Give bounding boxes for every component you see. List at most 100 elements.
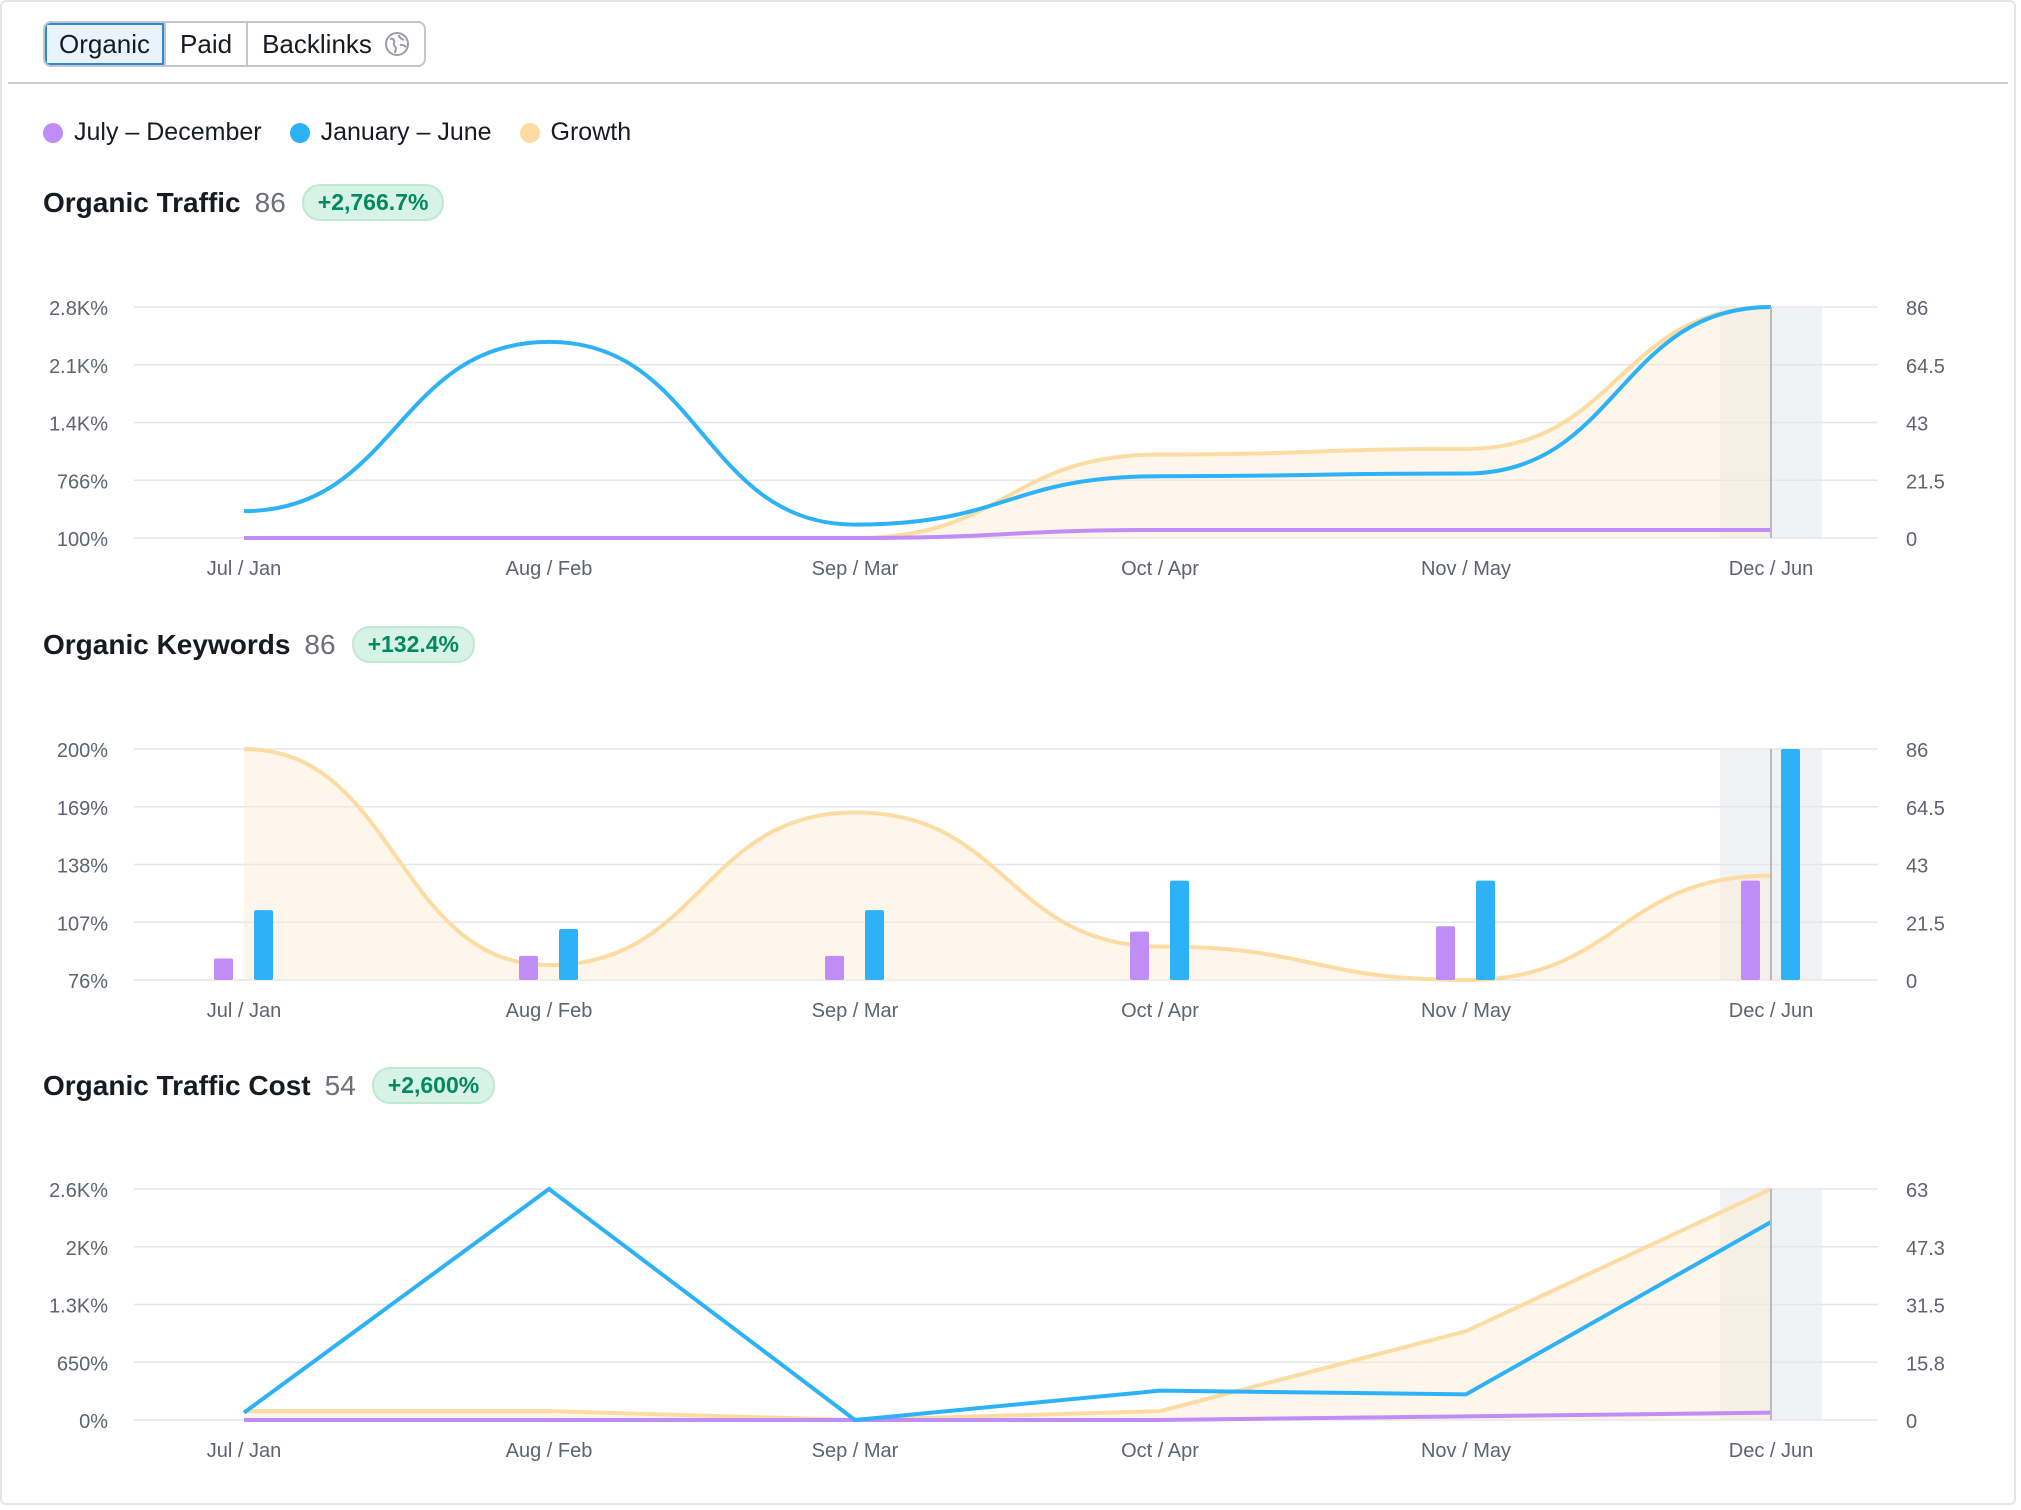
left-tick-label: 2K% xyxy=(66,1238,108,1260)
growth-area xyxy=(244,307,1771,538)
growth-line xyxy=(243,747,1772,983)
section-name: Organic Keywords xyxy=(43,628,291,660)
right-tick-label: 31.5 xyxy=(1906,1296,1945,1318)
left-tick-label: 138% xyxy=(57,856,108,878)
right-tick-label: 21.5 xyxy=(1906,913,1945,935)
x-tick-label: Nov / May xyxy=(1421,1000,1511,1022)
bar-july-december xyxy=(825,955,844,980)
section-name: Organic Traffic xyxy=(43,186,241,218)
tab-organic-label: Organic xyxy=(59,29,151,59)
x-tick-label: Aug / Feb xyxy=(506,558,593,580)
x-tick-label: Oct / Apr xyxy=(1121,558,1199,580)
change-badge: +2,766.7% xyxy=(301,184,445,221)
right-tick-label: 21.5 xyxy=(1906,471,1945,493)
left-tick-label: 107% xyxy=(57,913,108,935)
bar-january-june xyxy=(254,910,273,980)
bar-july-december xyxy=(1130,931,1149,980)
x-tick-label: Aug / Feb xyxy=(506,1000,593,1022)
tab-paid-label: Paid xyxy=(180,29,233,59)
january-june-line xyxy=(243,305,1772,527)
section-value: 86 xyxy=(254,186,286,218)
right-tick-label: 64.5 xyxy=(1906,798,1945,820)
tab-paid[interactable]: Paid xyxy=(166,23,249,65)
legend: July – December January – June Growth xyxy=(43,118,659,147)
left-tick-label: 2.1K% xyxy=(49,356,108,378)
right-tick-label: 0 xyxy=(1906,1411,1917,1433)
x-tick-label: Dec / Jun xyxy=(1729,1000,1813,1022)
bar-july-december xyxy=(1436,926,1455,980)
x-tick-label: Aug / Feb xyxy=(506,1440,593,1462)
right-tick-label: 86 xyxy=(1906,298,1928,320)
organic-traffic-chart[interactable]: 100% 0 766% 21.5 1.4K% 43 2.1K% 64.5 2.8K% 86 Jul … xyxy=(2,282,2021,592)
bar-january-june xyxy=(1781,749,1800,980)
left-tick-label: 2.8K% xyxy=(49,298,108,320)
legend-dot-orange xyxy=(519,122,540,143)
organic-traffic-cost-chart[interactable]: 0% 0 650% 15.8 1.3K% 31.5 2K% 47.3 2.6K% 63 Jul / … xyxy=(2,1164,2021,1474)
left-tick-label: 766% xyxy=(57,471,108,493)
right-tick-label: 43 xyxy=(1906,414,1928,436)
tab-backlinks[interactable]: Backlinks xyxy=(248,23,424,65)
globe-icon xyxy=(384,32,409,56)
x-tick-label: Sep / Mar xyxy=(812,558,899,580)
x-tick-label: Nov / May xyxy=(1421,1440,1511,1462)
section-title-organic-traffic: Organic Traffic 86 +2,766.7% xyxy=(43,184,445,221)
change-badge: +132.4% xyxy=(351,626,476,663)
bar-july-december xyxy=(214,958,233,980)
july-december-line xyxy=(244,1410,1772,1422)
bar-january-june xyxy=(559,928,578,980)
organic-keywords-chart[interactable]: 76% 0 107% 21.5 138% 43 169% 64.5 200% 86 Jul / Ja… xyxy=(2,724,2021,1034)
january-june-line xyxy=(242,1186,1772,1423)
section-value: 86 xyxy=(304,628,336,660)
x-tick-label: Oct / Apr xyxy=(1121,1440,1199,1462)
section-title-organic-traffic-cost: Organic Traffic Cost 54 +2,600% xyxy=(43,1067,496,1104)
x-tick-label: Oct / Apr xyxy=(1121,1000,1199,1022)
right-tick-label: 43 xyxy=(1906,856,1928,878)
right-tick-label: 64.5 xyxy=(1906,356,1945,378)
left-tick-label: 2.6K% xyxy=(49,1180,108,1202)
tab-organic[interactable]: Organic xyxy=(45,23,167,65)
legend-label: July – December xyxy=(74,118,262,146)
left-tick-label: 1.4K% xyxy=(49,414,108,436)
july-december-line xyxy=(244,527,1771,541)
section-value: 54 xyxy=(324,1069,356,1101)
bar-january-june xyxy=(865,910,884,980)
left-tick-label: 76% xyxy=(68,971,108,993)
growth-area xyxy=(244,749,1771,980)
legend-dot-blue xyxy=(289,122,310,143)
header-divider xyxy=(8,82,2008,84)
tab-group: Organic Paid Backlinks xyxy=(43,21,426,67)
left-tick-label: 1.3K% xyxy=(49,1296,108,1318)
right-tick-label: 15.8 xyxy=(1906,1353,1945,1375)
bar-july-december xyxy=(519,955,538,980)
legend-item-january-june[interactable]: January – June xyxy=(289,118,492,147)
x-tick-label: Jul / Jan xyxy=(207,1440,281,1462)
bar-july-december xyxy=(1741,880,1760,980)
left-tick-label: 0% xyxy=(79,1411,108,1433)
legend-item-growth[interactable]: Growth xyxy=(519,118,632,147)
x-tick-label: Dec / Jun xyxy=(1729,558,1813,580)
right-tick-label: 86 xyxy=(1906,740,1928,762)
change-badge: +2,600% xyxy=(371,1067,496,1104)
x-tick-label: Nov / May xyxy=(1421,558,1511,580)
x-tick-label: Sep / Mar xyxy=(812,1440,899,1462)
legend-dot-purple xyxy=(43,122,63,143)
legend-item-july-december[interactable]: July – December xyxy=(43,118,262,147)
left-tick-label: 650% xyxy=(57,1353,108,1375)
growth-area xyxy=(244,1189,1771,1420)
right-tick-label: 47.3 xyxy=(1906,1238,1945,1260)
section-title-organic-keywords: Organic Keywords 86 +132.4% xyxy=(43,626,476,663)
x-tick-label: Dec / Jun xyxy=(1729,1440,1813,1462)
left-tick-label: 100% xyxy=(57,529,108,551)
legend-label: Growth xyxy=(550,118,632,146)
section-name: Organic Traffic Cost xyxy=(43,1069,311,1101)
legend-label: January – June xyxy=(320,118,492,146)
bar-january-june xyxy=(1476,880,1495,980)
right-tick-label: 0 xyxy=(1906,971,1917,993)
tab-backlinks-label: Backlinks xyxy=(262,29,372,59)
bar-january-june xyxy=(1170,880,1189,980)
left-tick-label: 169% xyxy=(57,798,108,820)
x-tick-label: Sep / Mar xyxy=(812,1000,899,1022)
right-tick-label: 63 xyxy=(1906,1180,1928,1202)
right-tick-label: 0 xyxy=(1906,529,1917,551)
